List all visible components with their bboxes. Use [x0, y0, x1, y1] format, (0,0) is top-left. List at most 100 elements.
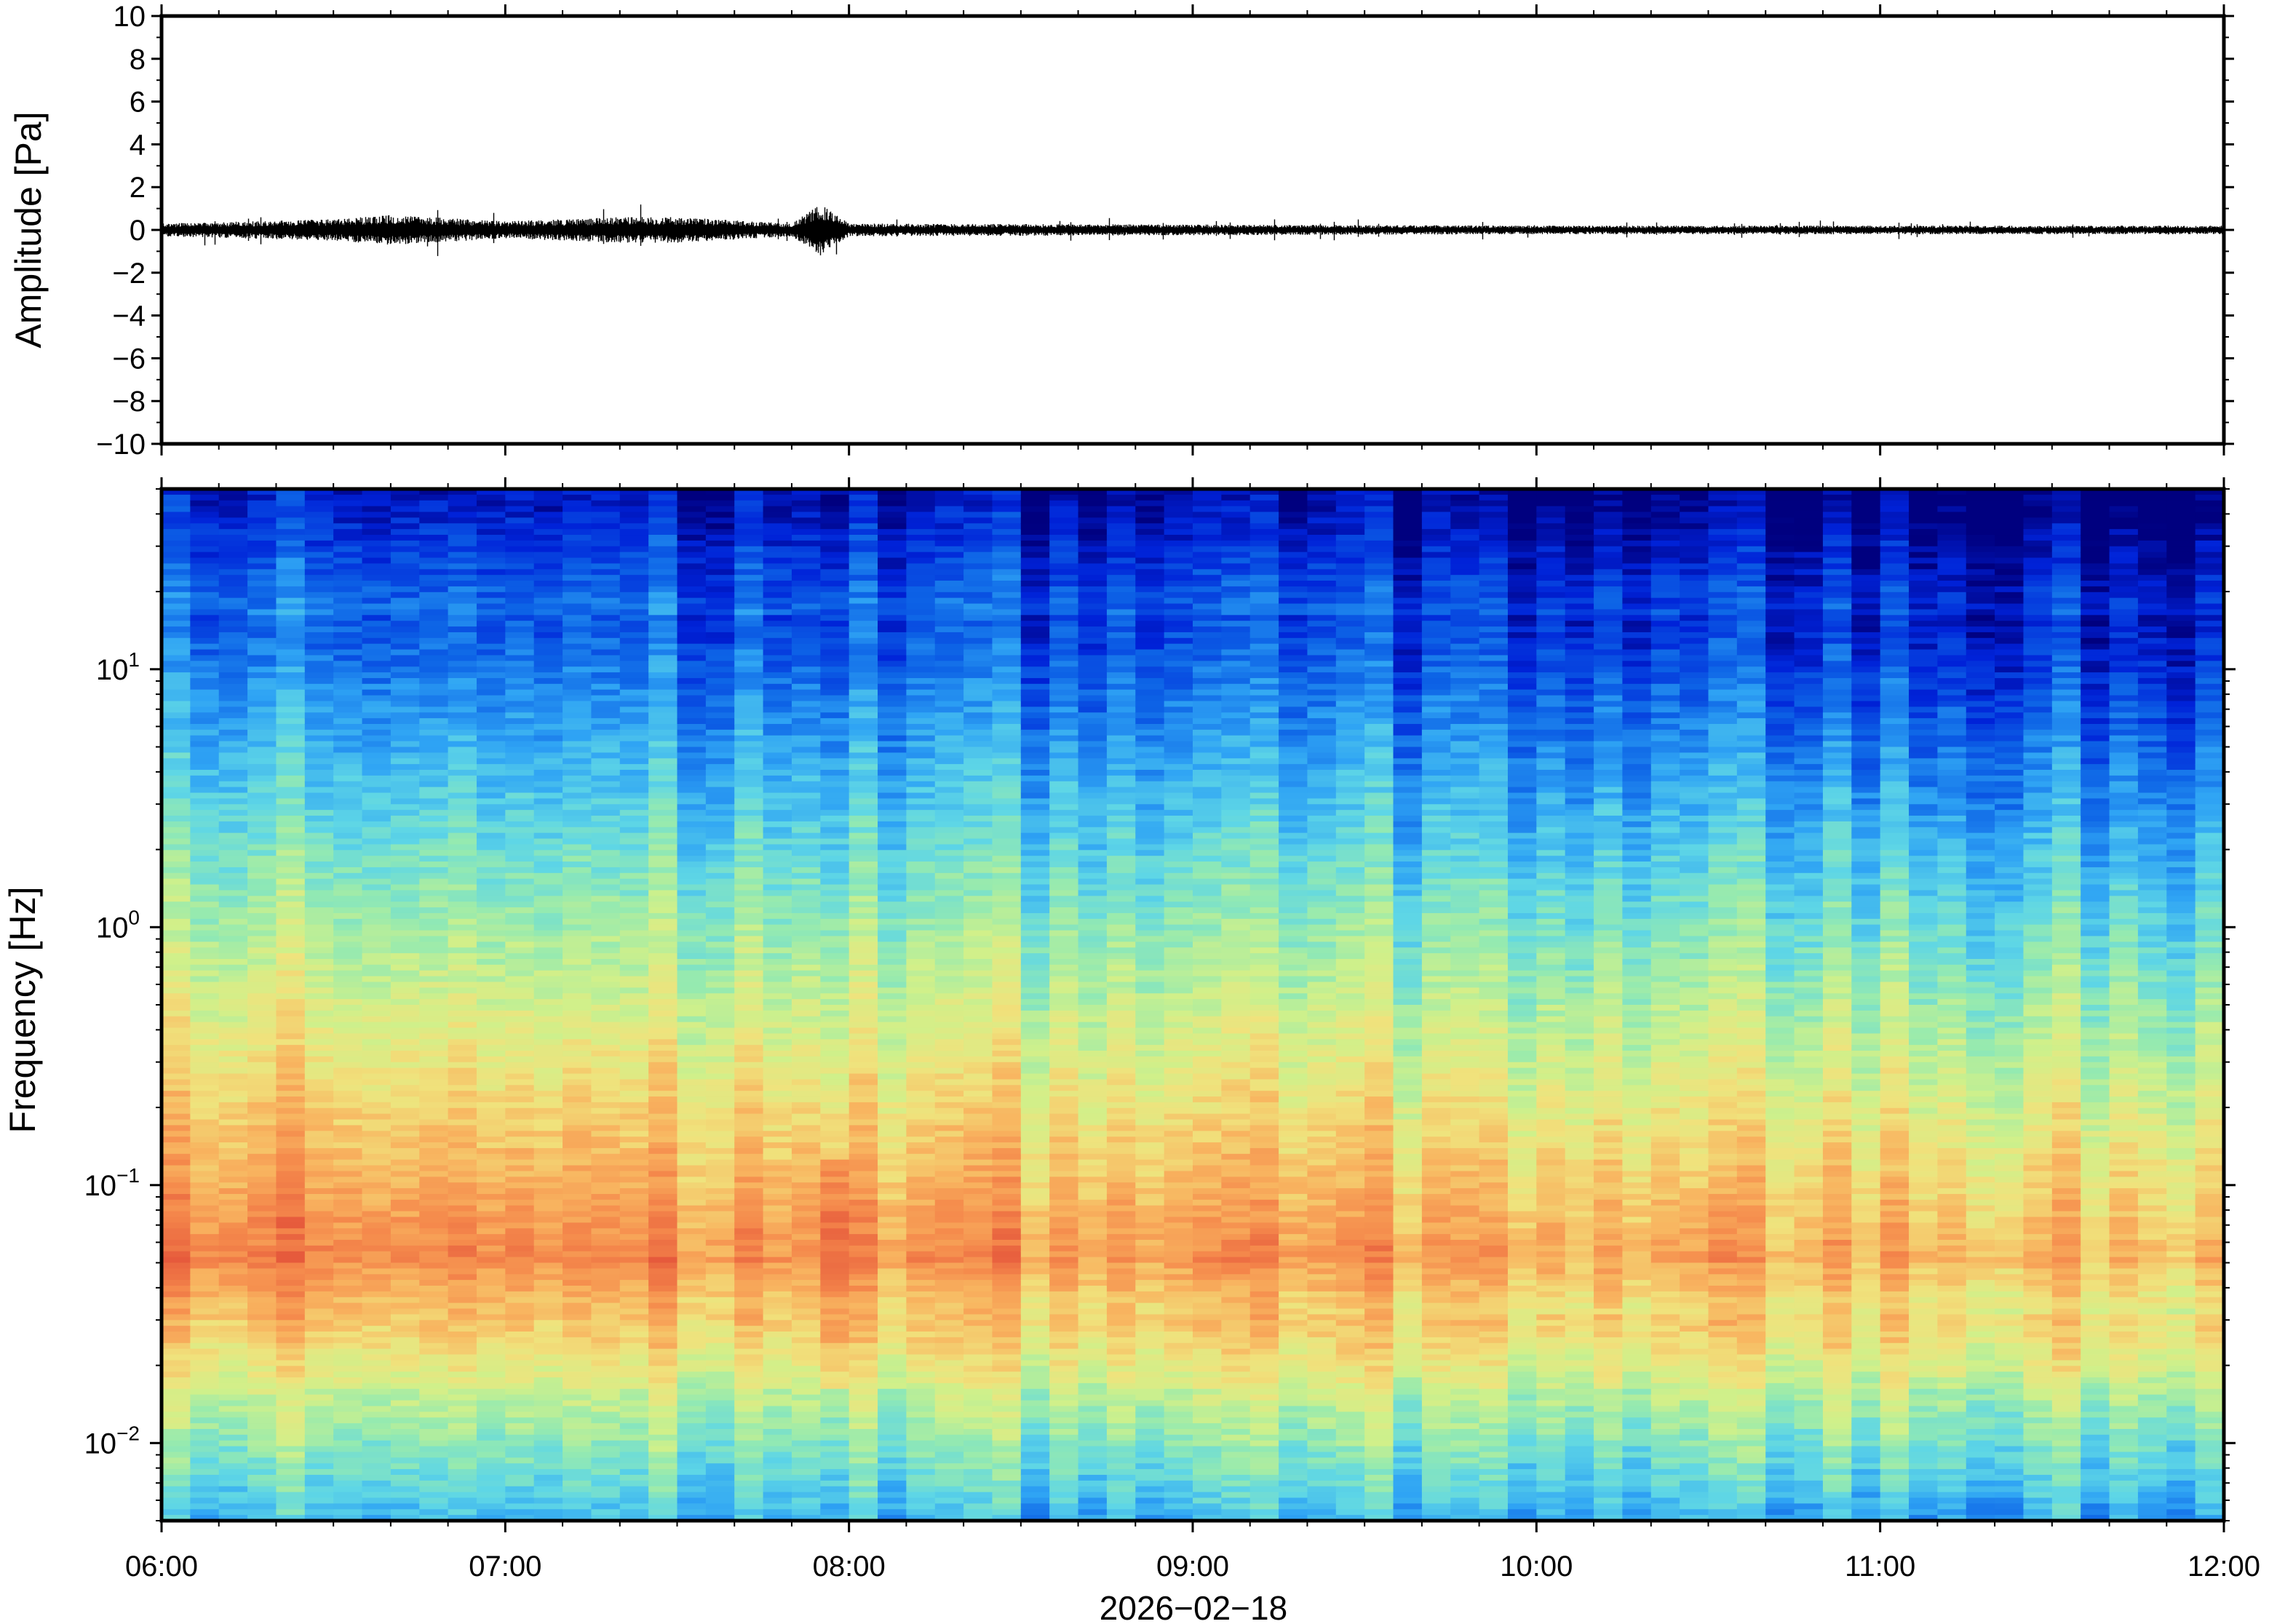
spectrogram-cell [648, 896, 678, 902]
spectrogram-cell [218, 1377, 248, 1384]
spectrogram-cell [448, 804, 477, 811]
spectrogram-cell [591, 615, 621, 621]
spectrogram-cell [162, 655, 191, 662]
spectrogram-cell [448, 1406, 477, 1413]
spectrogram-cell [247, 609, 277, 616]
spectrogram-cell [419, 735, 449, 742]
spectrogram-cell [563, 1045, 592, 1051]
spectrogram-cell [705, 821, 736, 828]
spectrogram-cell [505, 1222, 535, 1230]
spectrogram-cell [791, 1239, 822, 1246]
spectrogram-cell [591, 752, 621, 760]
spectrogram-cell [419, 1222, 449, 1230]
spectrogram-cell [619, 1348, 649, 1356]
spectrogram-cell [448, 764, 477, 771]
spectrogram-cell [906, 936, 936, 943]
spectrogram-cell [677, 844, 707, 851]
spectrogram-cell [390, 689, 421, 696]
spectrogram-cell [820, 1251, 850, 1258]
spectrogram-cell [276, 683, 306, 690]
spectrogram-cell [677, 1228, 707, 1235]
spectrogram-cell [304, 546, 334, 553]
spectrogram-cell [190, 1205, 220, 1212]
spectrogram-cell [390, 1005, 421, 1011]
spectrogram-cell [763, 1423, 792, 1430]
spectrogram-cell [162, 964, 191, 971]
spectrogram-cell [333, 924, 363, 931]
spectrogram-cell [791, 1302, 822, 1310]
spectrogram-cell [705, 912, 736, 920]
spectrogram-cell [247, 1463, 277, 1470]
spectrogram-cell [563, 1377, 592, 1384]
spectrogram-cell [390, 615, 421, 621]
spectrogram-cell [563, 649, 592, 656]
spectrogram-cell [849, 1062, 878, 1069]
spectrogram-cell [906, 1234, 936, 1241]
spectrogram-cell [820, 512, 850, 519]
spectrogram-cell [619, 1056, 649, 1063]
spectrogram-cell [390, 798, 421, 805]
spectrogram-cell [648, 500, 678, 507]
spectrogram-cell [705, 523, 736, 530]
spectrogram-cell [333, 1234, 363, 1241]
spectrogram-cell [162, 1228, 191, 1235]
spectrogram-cell [791, 1354, 822, 1361]
spectrogram-cell [648, 1297, 678, 1304]
spectrogram-cell [448, 552, 477, 559]
spectrogram-cell [591, 637, 621, 645]
spectrogram-cell [619, 1262, 649, 1270]
spectrogram-cell [304, 918, 334, 926]
spectrogram-cell [390, 1406, 421, 1413]
spectrogram-cell [476, 1417, 506, 1424]
spectrogram-cell [505, 901, 535, 908]
spectrogram-cell [533, 712, 563, 719]
spectrogram-cell [362, 1177, 392, 1184]
spectrogram-cell [304, 718, 334, 725]
spectrogram-cell [591, 1193, 621, 1201]
spectrogram-cell [849, 718, 878, 725]
spectrogram-cell [591, 718, 621, 725]
spectrogram-cell [648, 787, 678, 794]
spectrogram-cell [390, 838, 421, 845]
spectrogram-cell [878, 1469, 907, 1476]
spectrogram-cell [849, 621, 878, 627]
spectrogram-cell [162, 947, 191, 954]
spectrogram-cell [448, 1211, 477, 1218]
spectrogram-cell [276, 1394, 306, 1401]
spectrogram-cell [648, 816, 678, 822]
spectrogram-cell [362, 1239, 392, 1246]
spectrogram-cell [619, 976, 649, 983]
spectrogram-cell [849, 1193, 878, 1201]
spectrogram-cell [190, 781, 220, 788]
spectrogram-cell [677, 1056, 707, 1063]
spectrogram-cell [448, 672, 477, 679]
spectrogram-cell [563, 1366, 592, 1372]
spectrogram-cell [162, 1205, 191, 1212]
spectrogram-cell [705, 1474, 736, 1481]
spectrogram-cell [333, 1360, 363, 1367]
spectrogram-cell [476, 970, 506, 977]
spectrogram-cell [878, 1234, 907, 1241]
spectrogram-cell [448, 1051, 477, 1057]
spectrogram-cell [648, 1102, 678, 1109]
spectrogram-cell [791, 878, 822, 885]
spectrogram-cell [190, 1412, 220, 1418]
spectrogram-cell [619, 747, 649, 754]
spectrogram-cell [190, 506, 220, 513]
spectrogram-cell [333, 655, 363, 662]
spectrogram-cell [820, 832, 850, 840]
spectrogram-cell [619, 1119, 649, 1126]
spectrogram-cell [505, 1417, 535, 1424]
spectrogram-cell [448, 1480, 477, 1487]
spectrogram-cell [591, 597, 621, 605]
spectrogram-cell [563, 930, 592, 937]
spectrogram-cell [276, 1027, 306, 1035]
spectrogram-cell [419, 1463, 449, 1470]
spectrogram-cell [619, 586, 649, 593]
spectrogram-cell [162, 1428, 191, 1436]
spectrogram-cell [162, 1314, 191, 1321]
spectrogram-cell [563, 621, 592, 627]
spectrogram-cell [533, 861, 563, 868]
spectrogram-cell [563, 706, 592, 714]
spectrogram-cell [705, 649, 736, 656]
